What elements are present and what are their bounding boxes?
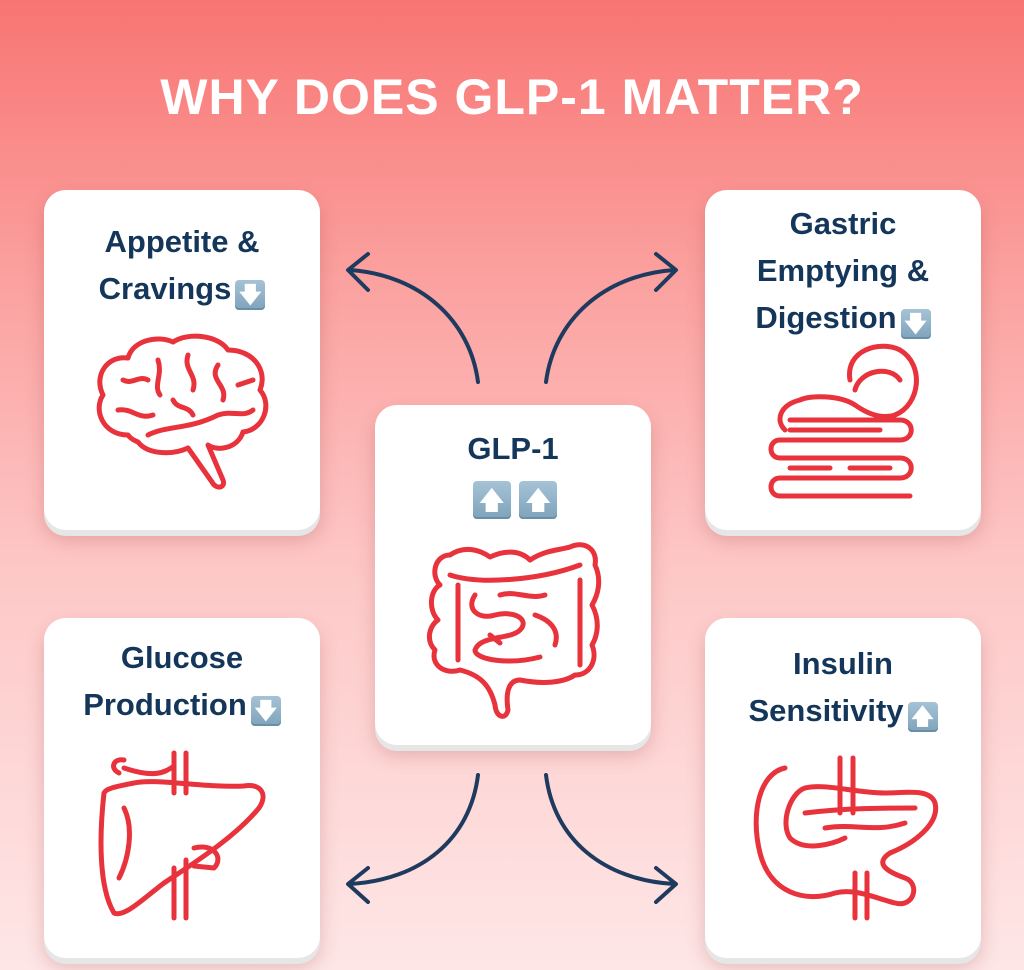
- label-line: Insulin: [793, 646, 893, 681]
- label-line: Digestion: [755, 300, 897, 335]
- page-title: WHY DOES GLP-1 MATTER?: [160, 69, 864, 125]
- label-line: Appetite &: [104, 224, 260, 259]
- label-line: Cravings: [98, 271, 232, 306]
- label-line: Sensitivity: [748, 693, 904, 728]
- card-glucose-production: Glucose Production 🡇: [44, 618, 320, 958]
- label-line: Glucose: [120, 640, 244, 675]
- card-label: Appetite & Cravings 🡇: [44, 218, 320, 312]
- card-appetite-cravings: Appetite & Cravings 🡇: [44, 190, 320, 530]
- stomach-icon: [768, 343, 919, 499]
- glp1-badges: 🡅 🡅: [375, 481, 651, 519]
- card-label: Insulin Sensitivity 🡅: [705, 640, 981, 734]
- label-line: Emptying &: [756, 253, 930, 288]
- glp1-label: GLP-1: [467, 431, 559, 466]
- brain-icon: [96, 333, 269, 490]
- label-line: Gastric: [789, 206, 897, 241]
- arrow-to-glucose: [346, 773, 480, 904]
- label-line: Production: [83, 687, 247, 722]
- liver-icon: [98, 750, 266, 921]
- card-label: Gastric Emptying & Digestion 🡇: [705, 200, 981, 341]
- up-arrow-icon: 🡅: [519, 481, 558, 519]
- intestines-icon: [426, 542, 602, 719]
- up-arrow-icon: 🡅: [472, 481, 511, 519]
- arrow-to-gastric: [544, 252, 678, 384]
- pancreas-icon: [753, 755, 939, 921]
- card-gastric-emptying: Gastric Emptying & Digestion 🡇: [705, 190, 981, 530]
- up-arrow-icon: 🡅: [907, 702, 938, 732]
- arrow-to-insulin: [544, 773, 678, 904]
- card-label: Glucose Production 🡇: [44, 634, 320, 728]
- arrow-to-appetite: [346, 252, 480, 384]
- down-arrow-icon: 🡇: [235, 280, 266, 310]
- card-glp1: GLP-1 🡅 🡅: [375, 405, 651, 745]
- down-arrow-icon: 🡇: [900, 309, 931, 339]
- card-insulin-sensitivity: Insulin Sensitivity 🡅: [705, 618, 981, 958]
- down-arrow-icon: 🡇: [250, 696, 281, 726]
